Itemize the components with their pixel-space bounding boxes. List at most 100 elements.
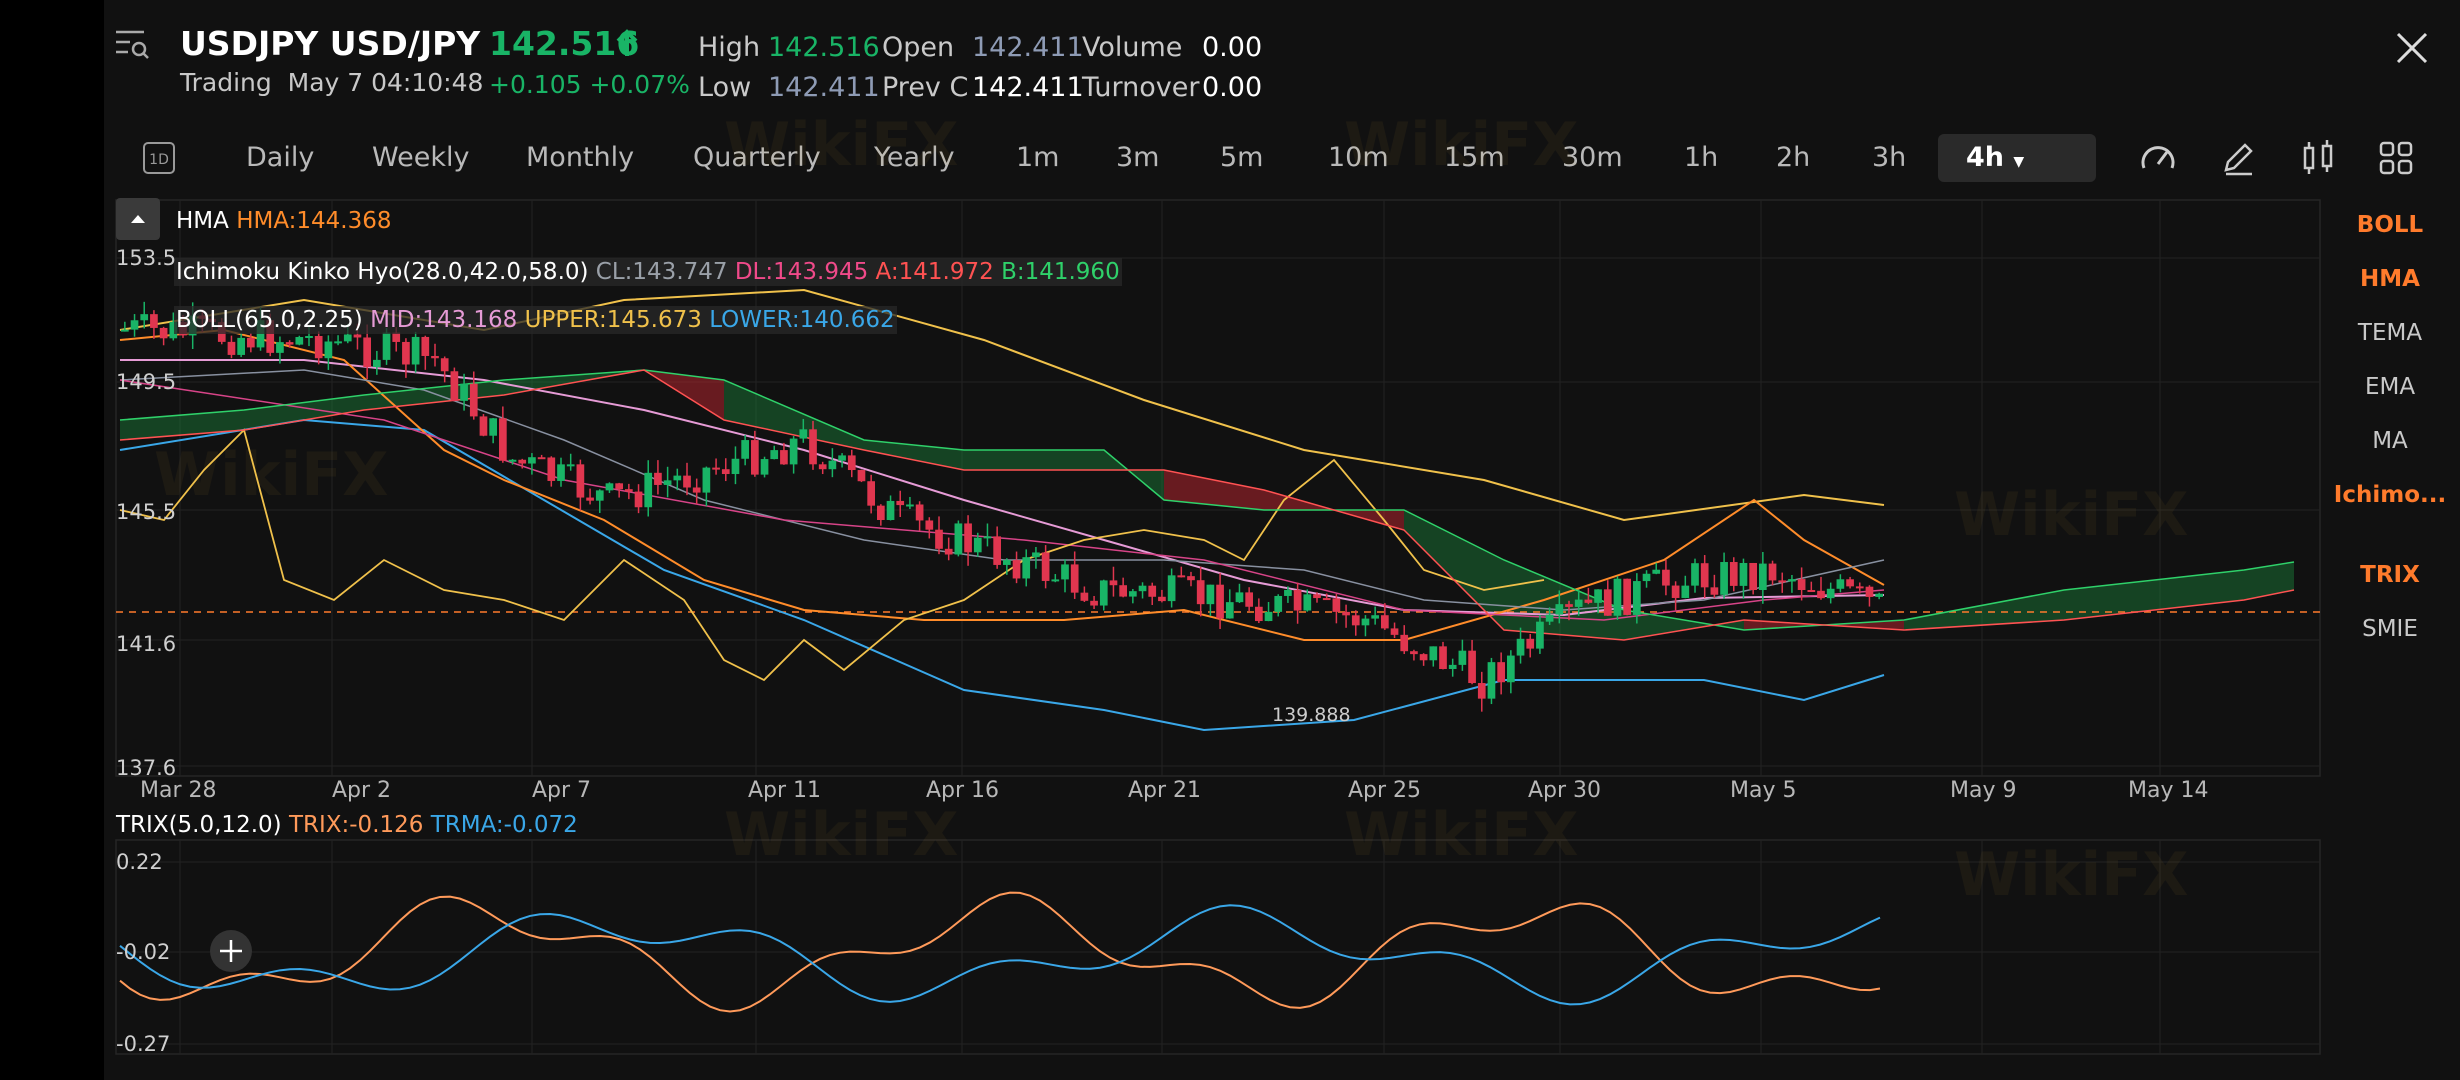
tab-2h[interactable]: 2h [1776, 142, 1811, 173]
candle-body [1109, 580, 1118, 586]
indicator-ma[interactable]: MA [2372, 428, 2408, 454]
hma-legend-value: HMA:144.368 [236, 208, 392, 234]
candle-body [1061, 564, 1069, 580]
x-tick: Apr 7 [532, 778, 592, 803]
candle-body [1090, 600, 1098, 606]
candle-body [1293, 589, 1302, 611]
candle-body [1187, 576, 1195, 581]
candle-body [828, 460, 837, 470]
candle-body [780, 450, 788, 465]
candle-body [1720, 562, 1728, 595]
indicator-ichimoku[interactable]: Ichimo... [2333, 482, 2447, 508]
day-interval-icon[interactable]: 1D [142, 141, 176, 175]
watermark: WikiFX [724, 110, 959, 180]
candle-body [1138, 585, 1147, 592]
candle-body [1032, 552, 1040, 558]
candle-body [150, 314, 158, 328]
indicator-ema[interactable]: EMA [2364, 374, 2416, 400]
candle-body [1671, 585, 1680, 598]
candle-body [402, 341, 410, 365]
gauge-icon[interactable] [2138, 138, 2178, 178]
last-price: 142.516 [489, 24, 640, 63]
candle-body [818, 464, 827, 470]
tab-weekly[interactable]: Weekly [372, 142, 470, 173]
draw-pen-icon[interactable] [2218, 138, 2258, 178]
candle-body [877, 505, 885, 521]
trix-y-tick: -0.02 [116, 940, 171, 964]
x-tick: Apr 2 [332, 778, 392, 803]
candle-body [557, 464, 565, 481]
candle-body [1119, 585, 1127, 597]
ichimoku-cloud [364, 380, 504, 410]
tab-monthly[interactable]: Monthly [526, 142, 635, 173]
indicator-boll[interactable]: BOLL [2356, 212, 2424, 238]
day-icon-text: 1D [149, 152, 169, 168]
candle-body [1148, 585, 1157, 597]
tab-daily[interactable]: Daily [246, 142, 315, 173]
ichimoku-legend: Ichimoku Kinko Hyo(28.0,42.0,58.0) CL:14… [174, 258, 1122, 286]
tab-3m[interactable]: 3m [1116, 142, 1160, 173]
tab-1m[interactable]: 1m [1016, 142, 1060, 173]
candle-body [324, 341, 333, 359]
candle-body [721, 469, 730, 475]
indicator-trix[interactable]: TRIX [2360, 562, 2420, 588]
candle-body [847, 455, 856, 471]
x-tick: Apr 25 [1348, 778, 1422, 803]
y-tick: 153.5 [116, 246, 177, 270]
candle-body [353, 334, 362, 338]
tab-15m[interactable]: 15m [1444, 142, 1505, 173]
grid-layout-icon[interactable] [2376, 138, 2416, 178]
indicator-tema[interactable]: TEMA [2357, 320, 2423, 346]
candle-body [1080, 592, 1089, 601]
tab-30m[interactable]: 30m [1562, 142, 1623, 173]
price-chart-canvas[interactable] [104, 0, 2460, 1080]
tab-3h[interactable]: 3h [1872, 142, 1907, 173]
tab-1h[interactable]: 1h [1684, 142, 1719, 173]
menu-search-icon[interactable] [114, 26, 150, 62]
candle-body [1826, 588, 1835, 599]
timestamp: May 7 04:10:48 [287, 68, 484, 97]
min-price-label: 139.888 [1272, 704, 1351, 726]
candle-type-icon[interactable] [2298, 138, 2338, 178]
tab-10m[interactable]: 10m [1328, 142, 1389, 173]
ichimoku-span-b [119, 369, 2295, 641]
tab-5m[interactable]: 5m [1220, 142, 1264, 173]
candle-body [1322, 598, 1331, 601]
tab-4h[interactable] [1938, 134, 2096, 182]
ichimoku-cloud [2244, 562, 2294, 600]
candle-body [915, 504, 924, 521]
arrow-up-icon [616, 29, 638, 56]
tab-quarterly[interactable]: Quarterly [693, 142, 821, 173]
tab-yearly[interactable]: Yearly [874, 142, 955, 173]
candle-body [1041, 552, 1050, 581]
candle-body [896, 500, 905, 506]
open-value: 142.411 [972, 32, 1084, 63]
volume-label: Volume [1082, 32, 1183, 63]
add-crosshair-button[interactable] [210, 930, 252, 972]
candle-body [993, 536, 1001, 565]
x-tick: May 14 [2128, 778, 2209, 803]
collapse-legend-button[interactable] [116, 198, 160, 240]
candle-body [1700, 563, 1709, 588]
candle-body [1410, 651, 1418, 655]
candle-body [886, 500, 895, 521]
candle-body [334, 341, 342, 344]
candle-body [625, 489, 633, 492]
y-tick: 137.6 [116, 756, 177, 780]
ichimoku-legend-name: Ichimoku Kinko Hyo(28.0,42.0,58.0) [176, 259, 589, 285]
x-tick: Apr 30 [1528, 778, 1602, 803]
candle-body [1623, 578, 1631, 615]
candle-body [1516, 638, 1525, 656]
boll-upper: UPPER:145.673 [524, 307, 702, 333]
watermark: WikiFX [724, 800, 959, 870]
candle-body [1303, 594, 1312, 611]
indicator-hma[interactable]: HMA [2360, 266, 2420, 292]
candle-body [276, 342, 284, 353]
candle-body [1749, 562, 1757, 590]
candle-body [838, 455, 846, 461]
close-icon[interactable] [2394, 30, 2430, 66]
candle-body [1216, 584, 1224, 619]
indicator-smie[interactable]: SMIE [2362, 616, 2418, 642]
candle-body [1497, 662, 1505, 683]
low-label: Low [698, 72, 752, 103]
